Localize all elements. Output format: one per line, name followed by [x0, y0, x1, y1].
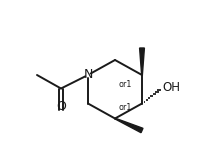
Text: N: N [83, 69, 93, 81]
Polygon shape [140, 48, 144, 75]
Polygon shape [115, 118, 143, 133]
Text: OH: OH [163, 81, 181, 94]
Text: O: O [56, 99, 66, 112]
Text: or1: or1 [119, 103, 132, 112]
Text: or1: or1 [119, 80, 132, 89]
